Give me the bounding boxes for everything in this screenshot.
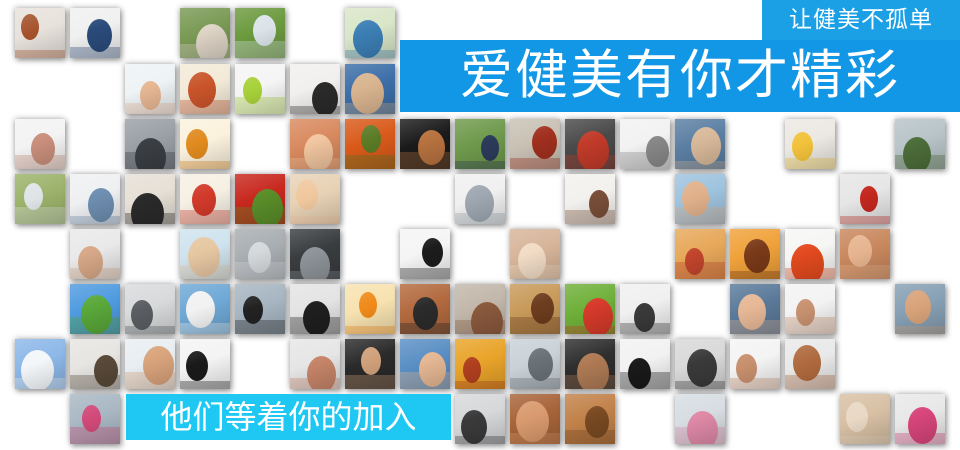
photo-tile-fit-man-gym: [455, 284, 505, 334]
photo-tile-jump-rope: [400, 229, 450, 279]
photo-tile-dumbbell-curl: [565, 119, 615, 169]
photo-tile-paella: [455, 339, 505, 389]
photo-tile-running-shoes: [510, 119, 560, 169]
photo-tile-grey-tiles: [235, 229, 285, 279]
photo-tile-kettlebell: [675, 339, 725, 389]
photo-tile-yoga-grass: [235, 8, 285, 58]
photo-tile-strawberries: [235, 174, 285, 224]
photo-tile-nuts-grains: [510, 284, 560, 334]
photo-tile-snow-mountain: [15, 339, 65, 389]
photo-tile-baby-teddy: [290, 174, 340, 224]
photo-tile-bike-spin: [620, 284, 670, 334]
photo-tile-whey-protein: [180, 339, 230, 389]
photo-tile-woman-bottle: [180, 284, 230, 334]
photo-tile-beach-legs: [675, 174, 725, 224]
photo-tile-group-class: [345, 64, 395, 114]
photo-tile-barbell-squat: [70, 8, 120, 58]
photo-tile-floor-exercise: [70, 174, 120, 224]
photo-tile-gym-room: [125, 119, 175, 169]
photo-tile-outdoor-stretch: [180, 8, 230, 58]
photo-tile-leg-press: [235, 284, 285, 334]
photo-tile-sitting-stretch: [455, 174, 505, 224]
photo-tile-man-gym-2: [895, 284, 945, 334]
photo-tile-shaker-bottle: [235, 64, 285, 114]
photo-tile-balance-pose: [730, 339, 780, 389]
photo-tile-black-weights: [290, 284, 340, 334]
photo-tile-bodybuilder: [15, 8, 65, 58]
photo-tile-fruit-heart: [785, 229, 835, 279]
photo-tile-tying-shoes: [290, 339, 340, 389]
photo-tile-waist-measure: [70, 229, 120, 279]
photo-tile-shopping-cart: [620, 119, 670, 169]
photo-tile-drinking-water: [15, 119, 65, 169]
photo-tile-egg: [785, 119, 835, 169]
slogan-tag: 让健美不孤单: [762, 0, 960, 40]
photo-tile-laptop-coffee: [70, 339, 120, 389]
photo-tile-arm-flex: [840, 229, 890, 279]
photo-tile-food-pyramid: [180, 64, 230, 114]
photo-tile-muscle-dark: [400, 119, 450, 169]
photo-tile-muscle-man: [785, 339, 835, 389]
photo-tile-gym-class: [675, 394, 725, 444]
photo-tile-weights-woman: [345, 339, 395, 389]
photo-tile-abs-tan: [510, 394, 560, 444]
photo-tile-massage-back: [510, 229, 560, 279]
photo-tile-dumbbell-rack: [290, 229, 340, 279]
photo-tile-woman-water: [125, 64, 175, 114]
photo-tile-yoga-pose: [290, 64, 340, 114]
photo-tile-treadmill-man: [840, 174, 890, 224]
photo-tile-rainbow-field: [70, 284, 120, 334]
photo-tile-hands-beach: [180, 229, 230, 279]
photo-tile-couple-stretch: [345, 8, 395, 58]
photo-tile-woman-blue: [730, 284, 780, 334]
photo-tile-climbing-wall: [70, 394, 120, 444]
photo-tile-flexing-man: [400, 284, 450, 334]
photo-tile-office-desk: [15, 174, 65, 224]
headline-banner: 爱健美有你才精彩: [400, 40, 960, 112]
photo-tile-woman-bikini: [785, 284, 835, 334]
join-us-banner: 他们等着你的加入: [126, 394, 451, 440]
photo-tile-papaya: [345, 119, 395, 169]
photo-tile-reading-outdoors: [455, 119, 505, 169]
photo-tile-orange-juice: [345, 284, 395, 334]
photo-tile-happy-group: [675, 229, 725, 279]
photo-tile-protein-tubs: [620, 339, 670, 389]
photo-tile-vegetables: [180, 174, 230, 224]
photo-tile-group-smile: [400, 339, 450, 389]
photo-tile-trainer-pose: [125, 174, 175, 224]
photo-tile-vitamins: [180, 119, 230, 169]
photo-tile-high-kick: [565, 174, 615, 224]
photo-tile-sunset-friends: [730, 229, 780, 279]
photo-tile-drinking-bottle: [125, 339, 175, 389]
photo-tile-abs-torso: [290, 119, 340, 169]
photo-tile-protein-powder: [840, 394, 890, 444]
photo-tile-salad: [565, 284, 615, 334]
photo-tile-chair-stretch: [455, 394, 505, 444]
photo-tile-gym-woman: [895, 119, 945, 169]
photo-tile-mixed-nuts: [565, 394, 615, 444]
photo-tile-couple-sit: [675, 119, 725, 169]
photo-tile-treadmill: [125, 284, 175, 334]
photo-tile-pink-dumbbells: [895, 394, 945, 444]
photo-tile-back-muscles: [565, 339, 615, 389]
photo-tile-treadmill-row: [510, 339, 560, 389]
